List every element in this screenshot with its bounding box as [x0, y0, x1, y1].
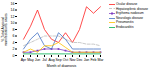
svg-text:6: 6	[13, 34, 15, 38]
svg-text:% Total Atypicalmanifestations: % Total Atypicalmanifestations cases	[0, 13, 8, 46]
svg-text:Oct: Oct	[63, 58, 68, 62]
svg-text:14: 14	[11, 8, 15, 12]
svg-text:Mar: Mar	[97, 58, 104, 62]
html-text:Erythema nodosum: Erythema nodosum	[116, 11, 144, 16]
svg-text:4: 4	[13, 41, 15, 45]
html-text:Pneumonitis: Pneumonitis	[116, 20, 134, 25]
svg-text:Dec: Dec	[76, 58, 82, 62]
html-text:Hepatosplenic disease: Hepatosplenic disease	[116, 6, 149, 11]
svg-text:Jan: Jan	[84, 58, 90, 62]
svg-text:Aug: Aug	[48, 58, 54, 62]
html-text:Ocular disease: Ocular disease	[116, 2, 138, 6]
svg-text:Sep: Sep	[55, 58, 61, 62]
svg-text:0: 0	[13, 54, 15, 58]
html-text:Neurologic disease: Neurologic disease	[116, 15, 144, 20]
svg-text:16: 16	[11, 2, 15, 6]
svg-text:May: May	[27, 58, 34, 62]
svg-text:10: 10	[11, 21, 15, 25]
svg-text:8: 8	[13, 28, 15, 32]
html-text:Endocarditis: Endocarditis	[116, 25, 134, 29]
svg-text:Month of diagnosis: Month of diagnosis	[47, 64, 77, 67]
svg-text:12: 12	[11, 15, 15, 19]
svg-text:Feb: Feb	[90, 58, 96, 62]
svg-text:Apr: Apr	[21, 58, 27, 62]
svg-text:2: 2	[13, 47, 15, 51]
svg-text:Jul: Jul	[42, 58, 47, 62]
svg-text:Nov: Nov	[69, 58, 75, 62]
svg-text:Jun: Jun	[35, 58, 41, 62]
